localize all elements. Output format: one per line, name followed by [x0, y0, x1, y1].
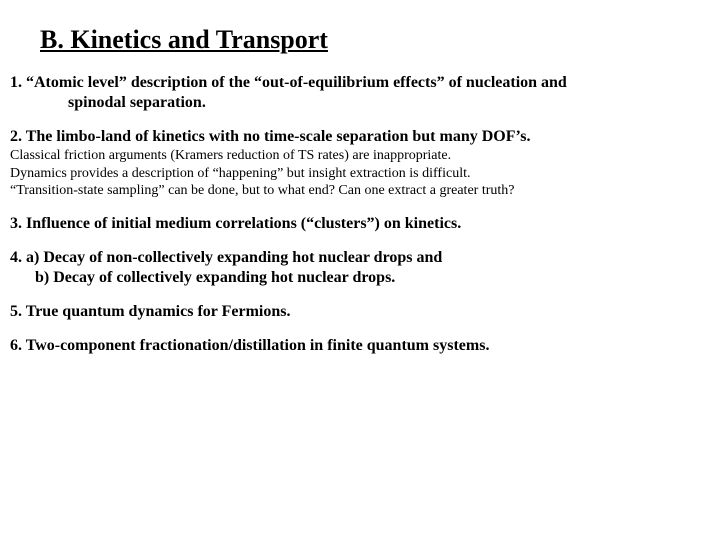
section-heading: B. Kinetics and Transport [40, 25, 710, 55]
item-3: 3. Influence of initial medium correlati… [10, 214, 710, 234]
item-1-line1: 1. “Atomic level” description of the “ou… [10, 74, 567, 91]
item-1: 1. “Atomic level” description of the “ou… [10, 73, 710, 113]
item-2-text: 2. The limbo-land of kinetics with no ti… [10, 127, 710, 147]
item-6: 6. Two-component fractionation/distillat… [10, 336, 710, 356]
item-3-text: 3. Influence of initial medium correlati… [10, 214, 710, 234]
item-2-note3: “Transition-state sampling” can be done,… [10, 182, 710, 200]
item-5: 5. True quantum dynamics for Fermions. [10, 302, 710, 322]
item-4: 4. a) Decay of non-collectively expandin… [10, 248, 710, 288]
item-2: 2. The limbo-land of kinetics with no ti… [10, 127, 710, 200]
item-5-text: 5. True quantum dynamics for Fermions. [10, 302, 710, 322]
item-4a-text: 4. a) Decay of non-collectively expandin… [10, 248, 710, 268]
item-2-note2: Dynamics provides a description of “happ… [10, 165, 710, 183]
item-4b-text: b) Decay of collectively expanding hot n… [10, 268, 710, 288]
slide-body: B. Kinetics and Transport 1. “Atomic lev… [0, 0, 720, 380]
item-2-note1: Classical friction arguments (Kramers re… [10, 147, 710, 165]
item-1-line2: spinodal separation. [10, 93, 710, 113]
item-6-text: 6. Two-component fractionation/distillat… [10, 336, 710, 356]
